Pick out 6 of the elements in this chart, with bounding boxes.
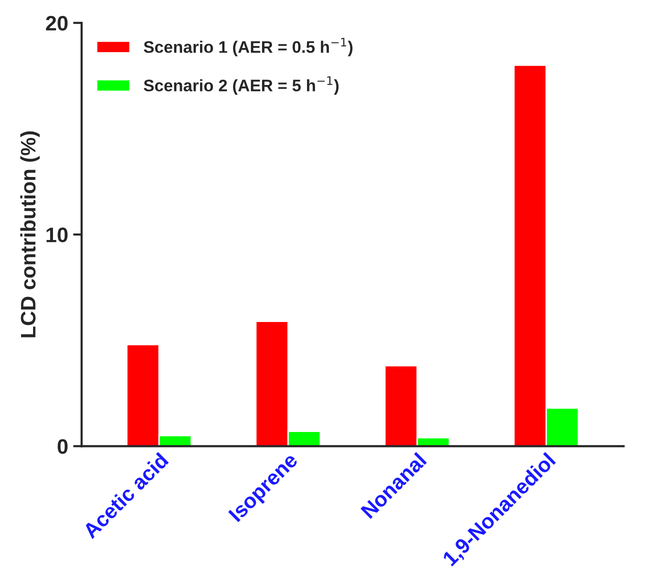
y-tick-label: 0 xyxy=(58,439,68,454)
y-tick-label: 10 xyxy=(46,228,68,242)
y-axis-title: LCD contribution (%) xyxy=(20,131,40,338)
legend-label: Scenario 1 (AER = 0.5 h$^{−1}$) xyxy=(144,38,352,56)
legend-label: Scenario 2 (AER = 5 h$^{−1}$) xyxy=(144,76,339,95)
y-tick-label: 20 xyxy=(46,16,68,31)
